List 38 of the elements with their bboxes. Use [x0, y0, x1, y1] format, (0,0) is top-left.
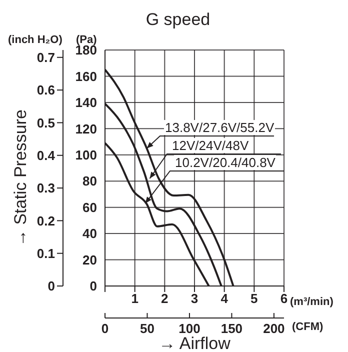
- text: → Static Pressure: [11, 108, 31, 248]
- chart-title: G speed: [144, 10, 212, 30]
- annotation: 12V/24V/48V: [171, 138, 250, 153]
- y-axis-title: (Pa): [76, 34, 97, 46]
- y-tick-label: 160: [75, 68, 97, 84]
- x2-tick-label: 100: [178, 321, 200, 336]
- x-tick-label: 6: [280, 291, 288, 306]
- x2-tick-label: 150: [220, 321, 243, 336]
- y2-tick-label: 0.4: [36, 148, 56, 163]
- y-tick-label: 140: [75, 95, 97, 110]
- y-tick-label: 60: [82, 200, 97, 215]
- y-tick-label: 100: [75, 148, 97, 163]
- y2-tick-label: 0.2: [36, 213, 55, 228]
- x-axis-title: (m³/min): [290, 296, 334, 308]
- text: → Airflow: [158, 334, 230, 352]
- y-tick-label: 120: [75, 121, 97, 136]
- y2-tick-label: 0.1: [36, 246, 55, 261]
- x2-tick-label: 50: [140, 321, 154, 336]
- y2-tick-label: 0.7: [36, 50, 55, 65]
- x-tick-label: 4: [220, 291, 229, 306]
- y-tick-label: 40: [82, 226, 97, 242]
- annotation: 13.8V/27.6V/55.2V: [164, 120, 276, 135]
- y-tick-label: 80: [82, 174, 97, 189]
- x2-axis-title: (CFM): [292, 321, 324, 333]
- annotation: 10.2V/20.4/40.8V: [174, 155, 276, 170]
- x-tick-label: 2: [161, 291, 168, 306]
- x2-tick-label: 200: [263, 321, 285, 336]
- x-tick-label: 1: [131, 291, 138, 306]
- y2-tick-label: 0: [48, 278, 55, 294]
- y2-tick-label: 0.5: [36, 115, 55, 130]
- x2-tick-label: 0: [101, 321, 109, 336]
- y-tick-label: 0: [90, 278, 97, 294]
- x-tick-label: 3: [190, 291, 198, 306]
- y2-tick-label: 0.6: [36, 82, 55, 98]
- x-tick-label: 5: [250, 291, 258, 306]
- y2-axis-title: (inch H₂O): [8, 34, 62, 46]
- y-tick-label: 20: [82, 252, 97, 268]
- y2-tick-label: 0.3: [36, 180, 55, 196]
